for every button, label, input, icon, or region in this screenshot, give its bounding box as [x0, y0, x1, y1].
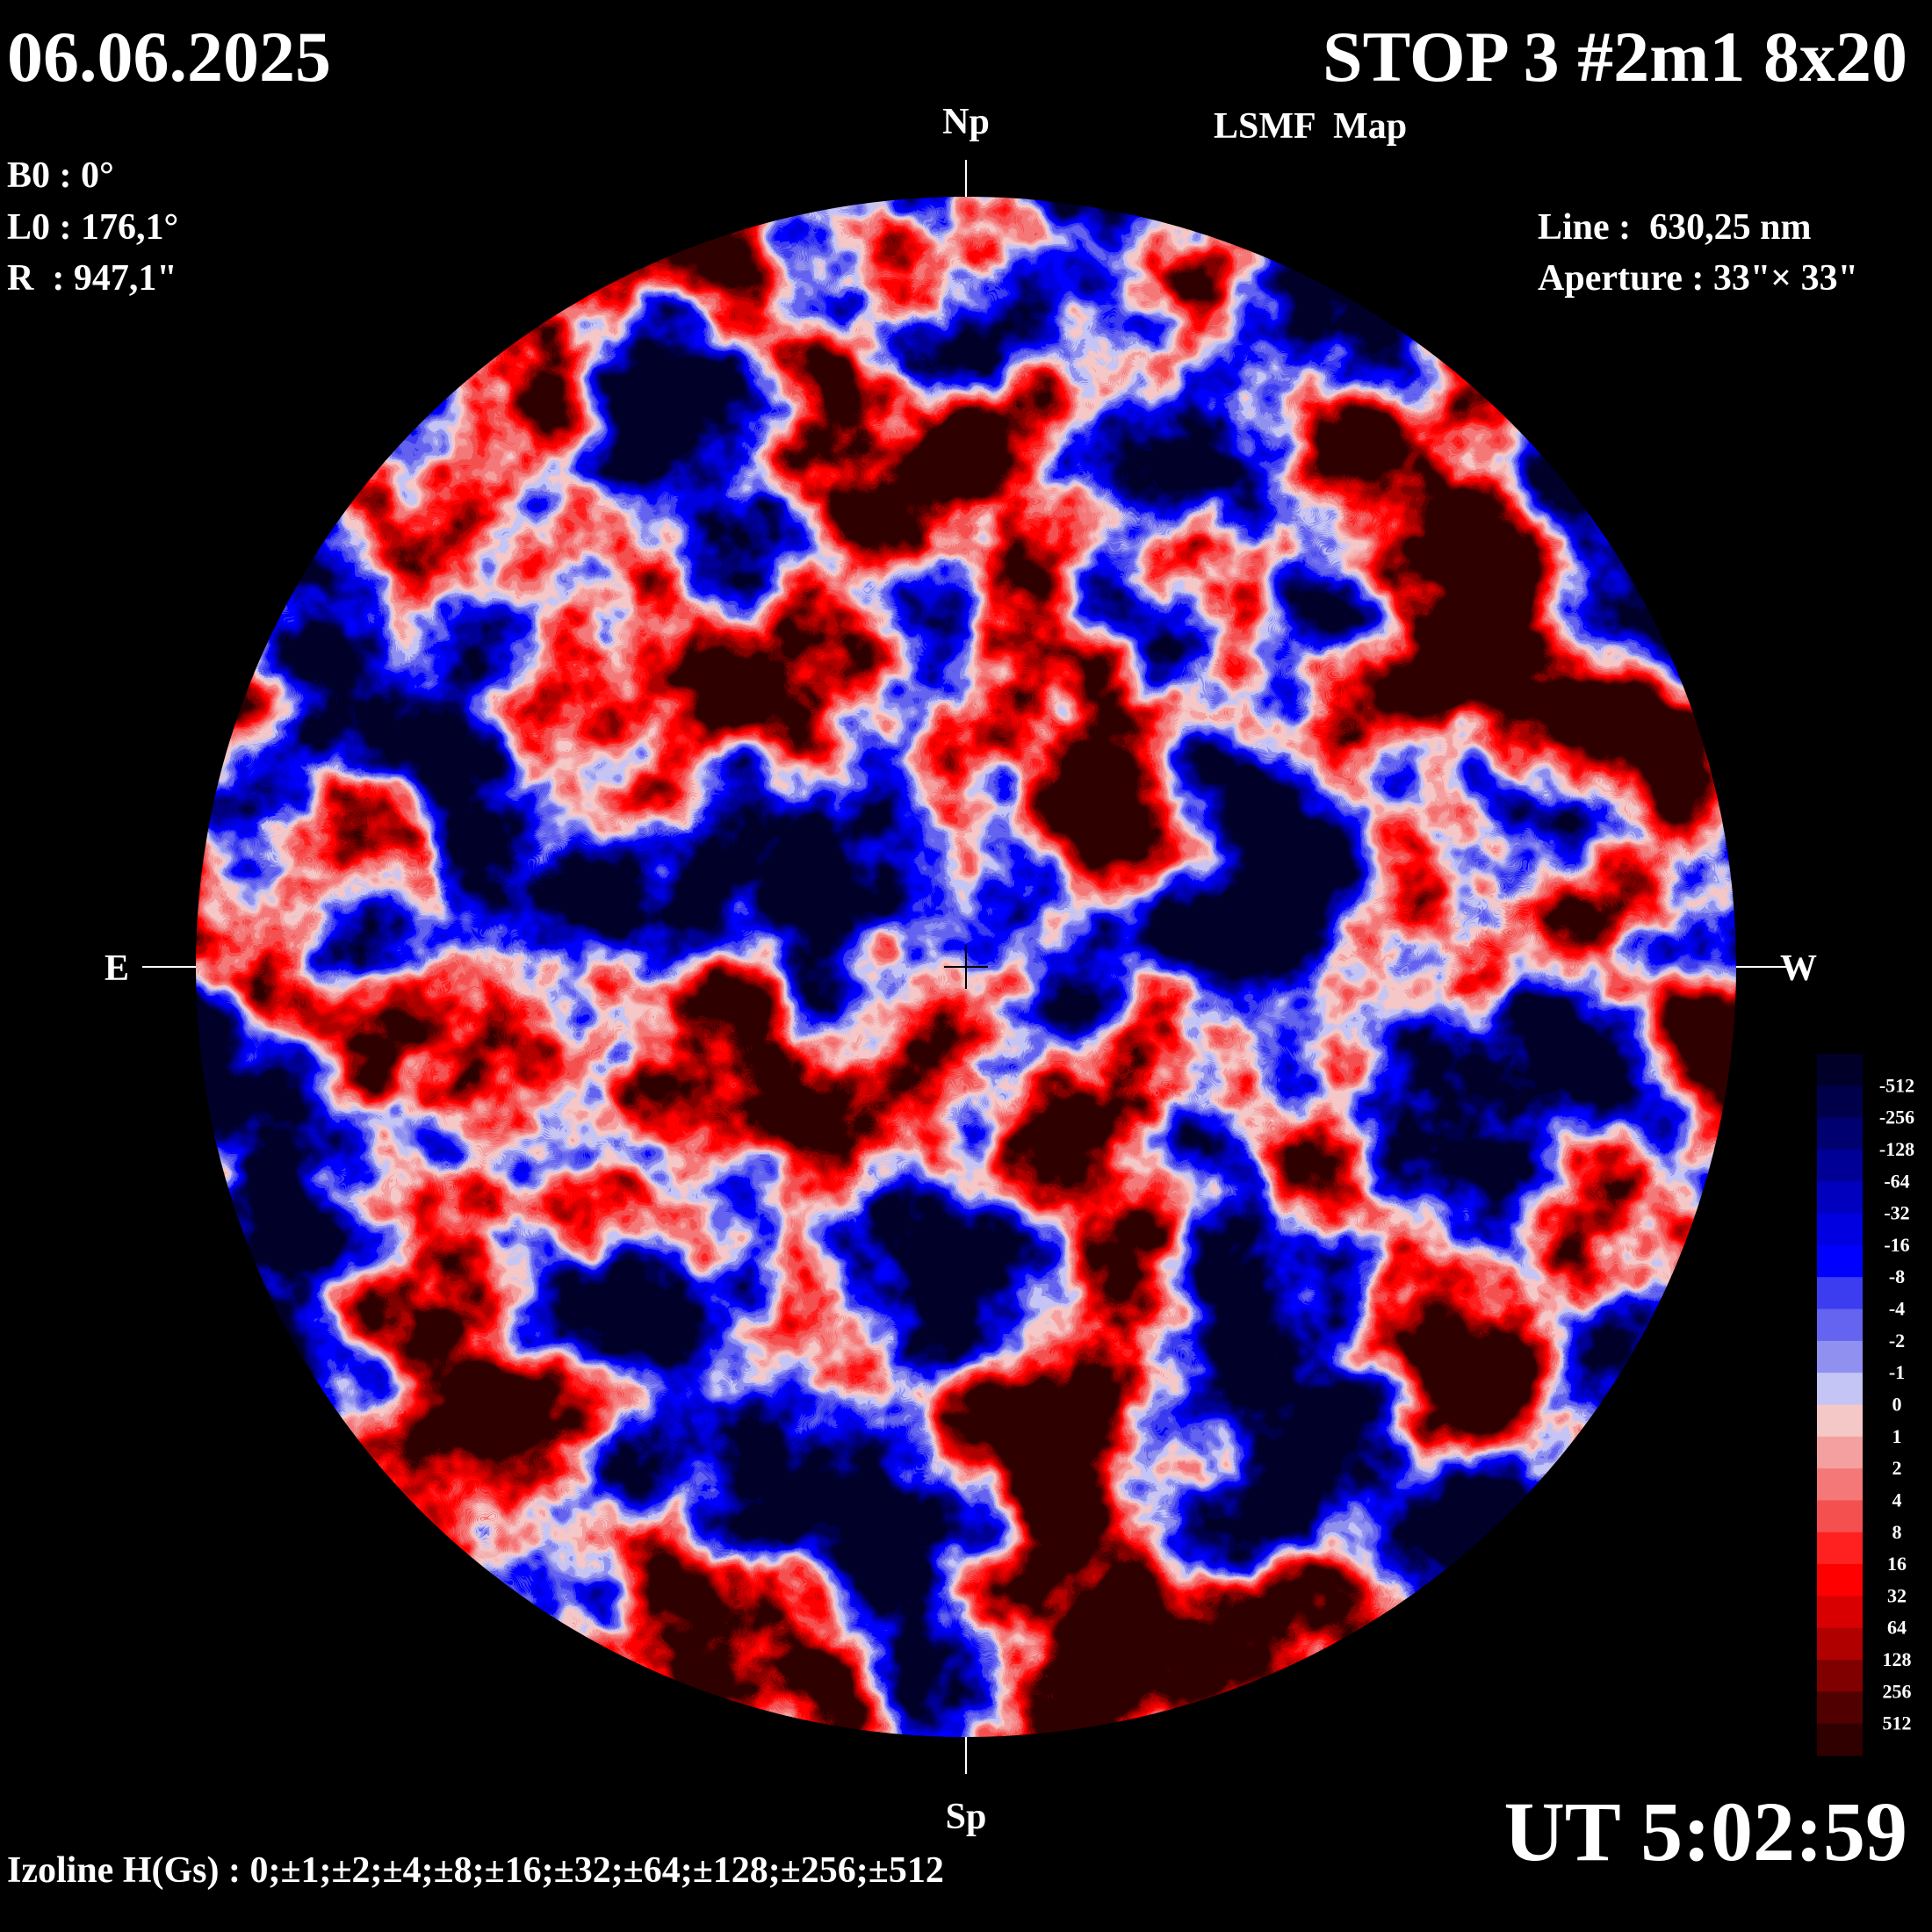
- colorbar-swatch: [1817, 1627, 1863, 1661]
- colorbar-label: 1: [1892, 1425, 1902, 1447]
- colorbar-swatch: [1817, 1085, 1863, 1119]
- title: STOP 3 #2m1 8x20: [1323, 17, 1907, 97]
- colorbar-label: -256: [1879, 1107, 1914, 1128]
- subtitle: LSMF Map: [1214, 106, 1407, 147]
- colorbar-label: -64: [1884, 1170, 1909, 1192]
- colorbar-swatch: [1817, 1404, 1863, 1438]
- colorbar-label: 0: [1892, 1394, 1902, 1416]
- colorbar-swatch: [1817, 1564, 1863, 1597]
- colorbar-swatch: [1817, 1660, 1863, 1692]
- colorbar: -512 -256 -128 -64 -32 -16 -8 -4 -2 -1 0 1 2 4 8 16 32 64…: [1817, 1054, 1914, 1756]
- colorbar-swatch: [1817, 1373, 1863, 1405]
- ut-time: UT 5:02:59: [1503, 1784, 1907, 1878]
- l0: L0 : 176,1°: [7, 207, 178, 248]
- radius: R : 947,1": [7, 258, 177, 299]
- colorbar-swatch: [1817, 1277, 1863, 1310]
- colorbar-label: 512: [1883, 1712, 1912, 1734]
- axes: [142, 160, 1791, 1774]
- colorbar-label: -32: [1884, 1202, 1909, 1224]
- colorbar-swatch: [1817, 1691, 1863, 1725]
- colorbar-label: 16: [1887, 1553, 1907, 1575]
- south: Sp: [946, 1797, 987, 1837]
- colorbar-label: 2: [1892, 1457, 1902, 1479]
- colorbar-swatch: [1817, 1436, 1863, 1469]
- colorbar-swatch: [1817, 1213, 1863, 1246]
- west: W: [1780, 948, 1817, 989]
- colorbar-swatch: [1817, 1117, 1863, 1150]
- colorbar-label: -128: [1879, 1138, 1914, 1160]
- colorbar-swatch: [1817, 1532, 1863, 1565]
- colorbar-label: -16: [1884, 1234, 1909, 1256]
- colorbar-swatch: [1817, 1500, 1863, 1533]
- colorbar-swatch: [1817, 1308, 1863, 1342]
- izoline: Izoline H(Gs) : 0;±1;±2;±4;±8;±16;±32;±6…: [7, 1850, 944, 1891]
- colorbar-swatch: [1817, 1054, 1863, 1086]
- colorbar-swatch: [1817, 1149, 1863, 1182]
- colorbar-label: 128: [1883, 1648, 1912, 1670]
- colorbar-label: 32: [1887, 1584, 1907, 1606]
- colorbar-label: 4: [1892, 1489, 1902, 1510]
- colorbar-swatch: [1817, 1244, 1863, 1278]
- colorbar-label: -8: [1889, 1265, 1905, 1287]
- aperture: Aperture : 33"× 33": [1538, 258, 1858, 299]
- colorbar-swatch: [1817, 1340, 1863, 1373]
- east: E: [105, 948, 129, 989]
- colorbar-swatch: [1817, 1596, 1863, 1629]
- colorbar-label: -512: [1879, 1074, 1914, 1096]
- colorbar-label: 8: [1892, 1521, 1902, 1543]
- date: 06.06.2025: [7, 17, 331, 97]
- b0: B0 : 0°: [7, 155, 114, 196]
- north: Np: [942, 102, 990, 142]
- colorbar-swatch: [1817, 1181, 1863, 1215]
- colorbar-label: -1: [1889, 1361, 1905, 1383]
- center-cross: [944, 945, 988, 989]
- colorbar-label: 256: [1883, 1680, 1912, 1702]
- line: Line : 630,25 nm: [1538, 207, 1812, 248]
- colorbar-label: -2: [1889, 1330, 1905, 1352]
- colorbar-swatch: [1817, 1723, 1863, 1756]
- colorbar-label: 64: [1887, 1617, 1907, 1639]
- colorbar-swatch: [1817, 1468, 1863, 1501]
- colorbar-label: -4: [1889, 1298, 1905, 1320]
